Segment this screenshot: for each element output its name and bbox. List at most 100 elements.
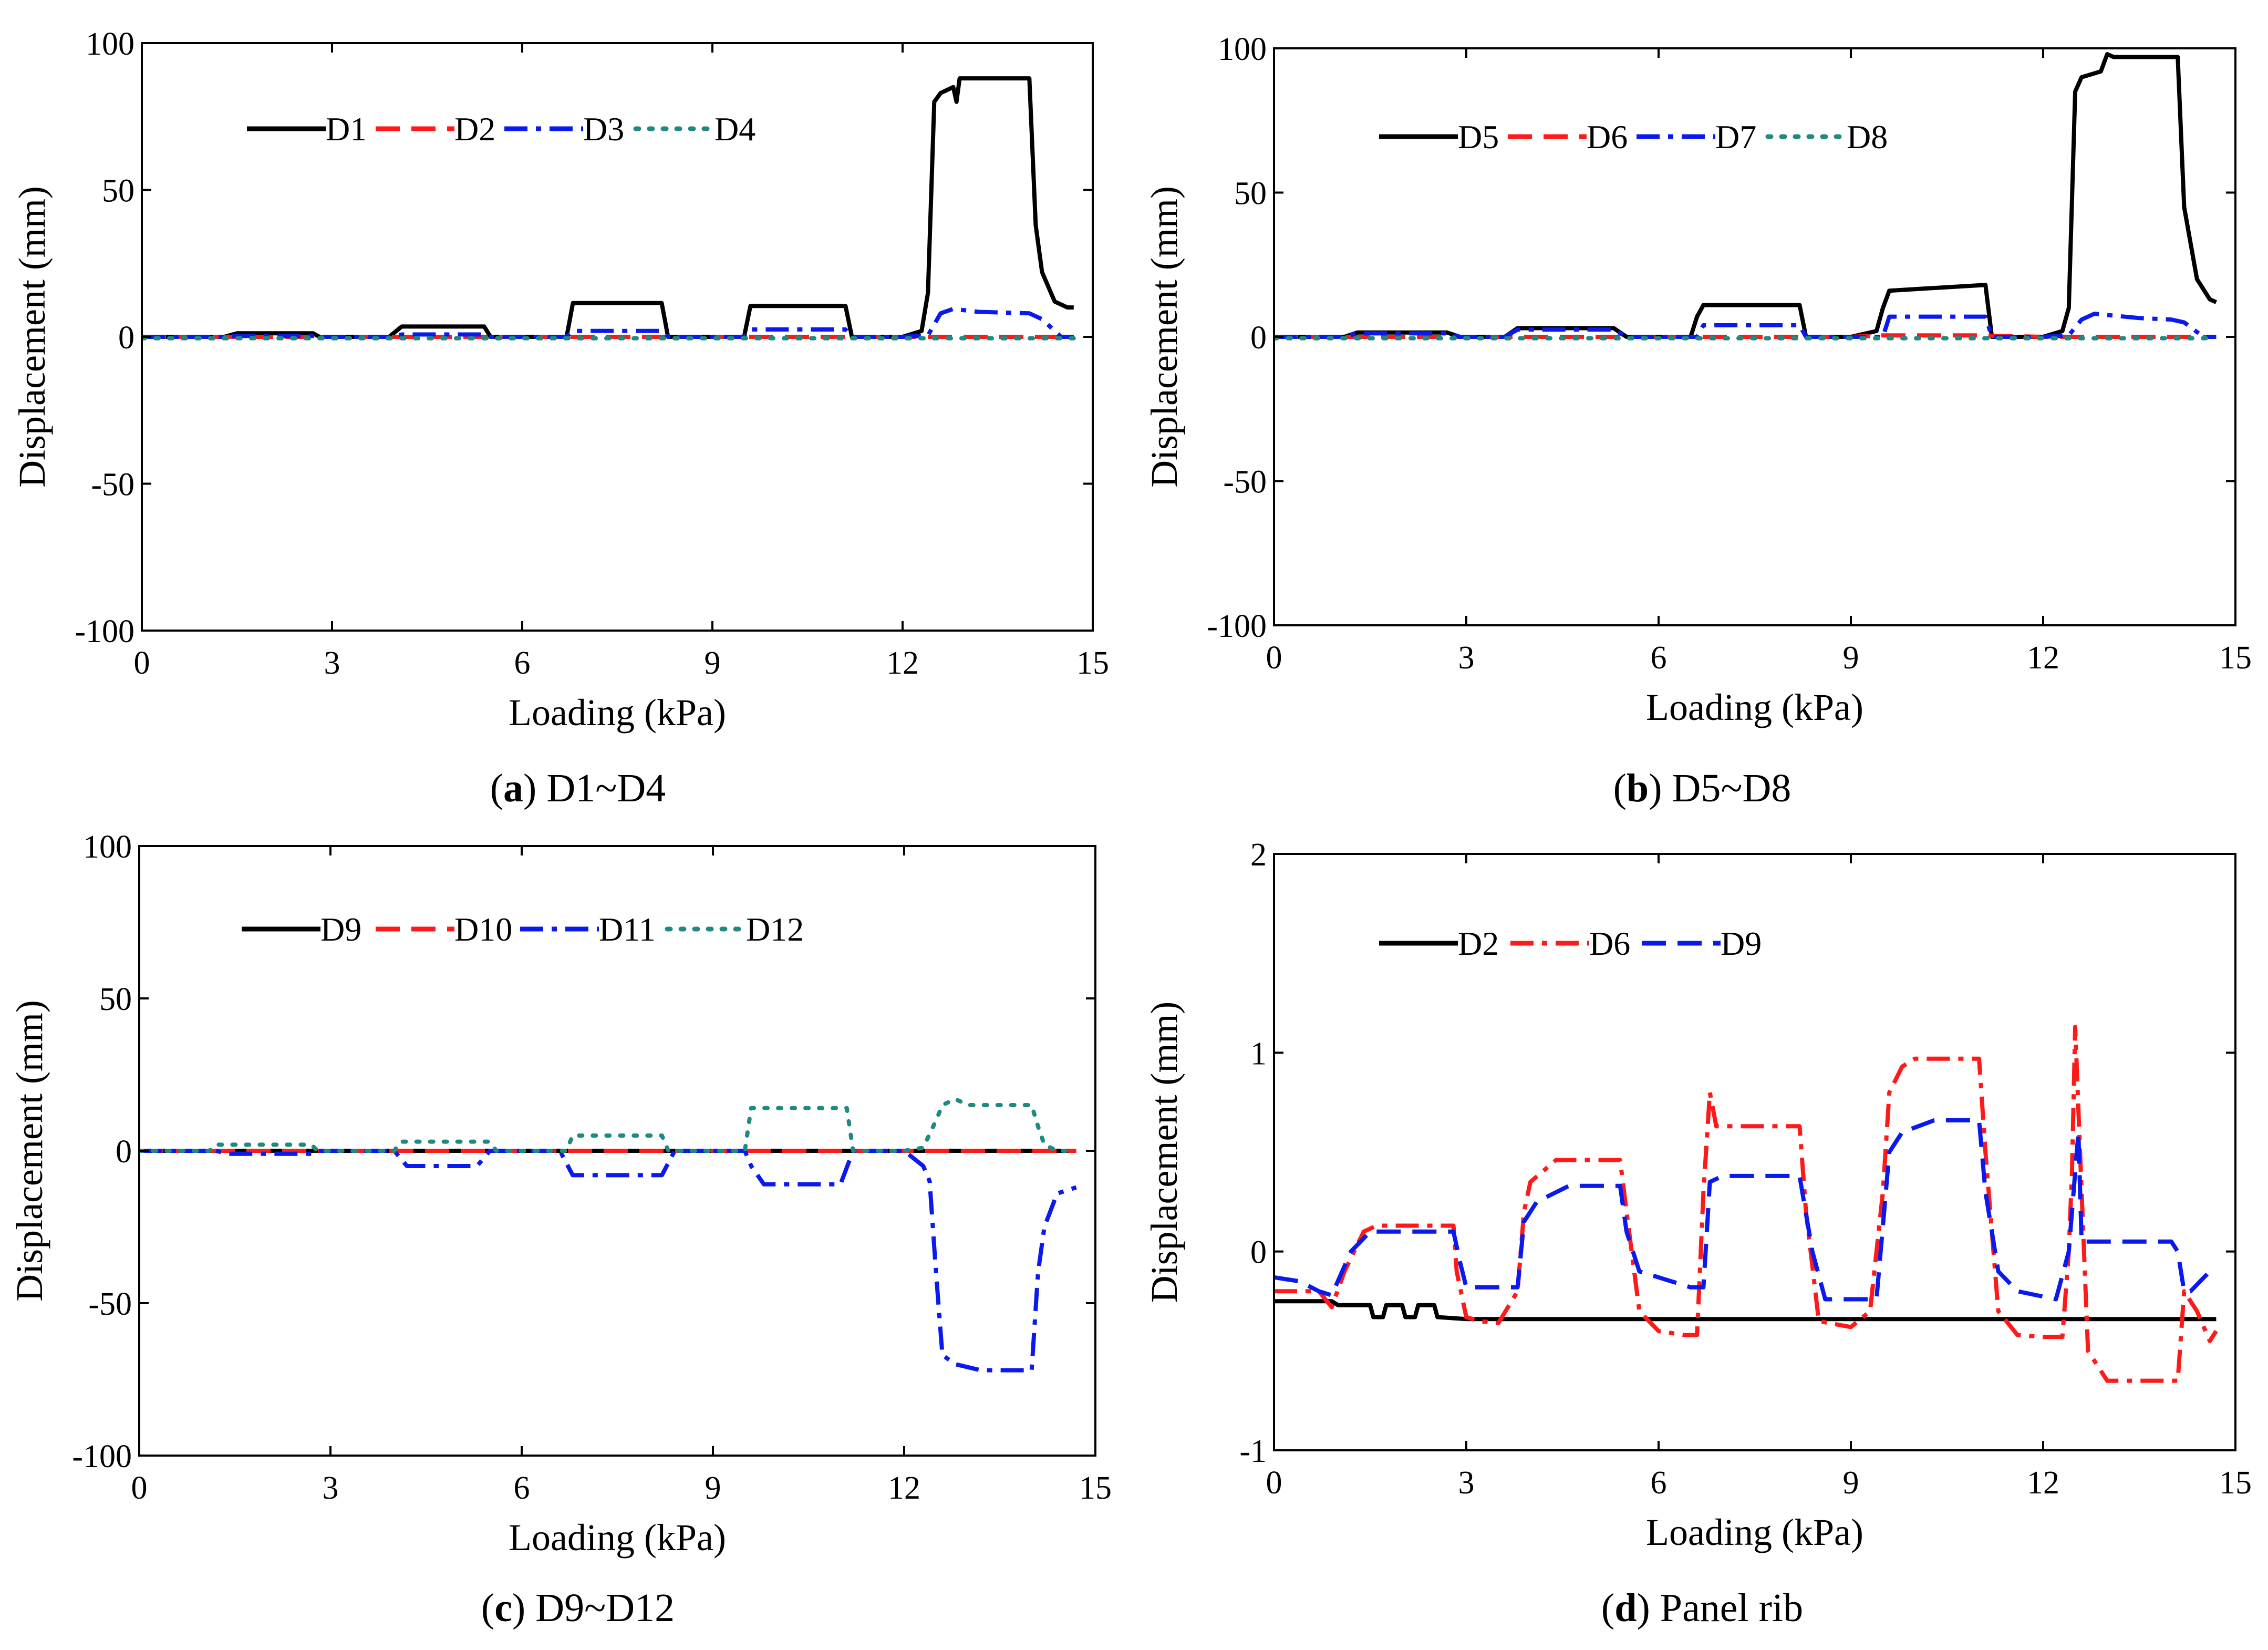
x-tick-label: 3 — [1458, 1465, 1475, 1501]
caption-letter: b — [1627, 766, 1649, 810]
panel-caption: (b) D5~D8 — [1613, 766, 1791, 810]
y-tick-label: -50 — [1223, 465, 1267, 500]
panel-caption: (a) D1~D4 — [490, 766, 666, 810]
caption-letter: c — [494, 1586, 512, 1630]
y-tick-label: 0 — [118, 320, 134, 356]
x-tick-label: 12 — [2027, 640, 2059, 676]
y-axis-title: Displacement (mm) — [1143, 186, 1185, 488]
y-tick-label: 100 — [83, 829, 132, 865]
caption-letter: d — [1614, 1586, 1637, 1630]
legend-label-d6: D6 — [1589, 925, 1630, 962]
x-axis-title: Loading (kPa) — [1646, 1511, 1863, 1553]
x-tick-label: 9 — [1843, 640, 1859, 676]
y-axis-title: Displacement (mm) — [11, 186, 53, 488]
panel-b: 0 3 6 9 12 15 -100 -50 0 50 100 Loading (kPa) Displa… — [1143, 32, 2252, 810]
legend-label-d12: D12 — [746, 911, 804, 948]
panel-c: 0 3 6 9 12 15 -100 -50 0 50 100 Loading (kPa) Displa… — [8, 829, 1112, 1630]
x-tick-label: 15 — [2219, 640, 2252, 676]
x-axis-title: Loading (kPa) — [509, 1517, 726, 1559]
y-tick-label: -50 — [88, 1286, 132, 1322]
legend-label-d9: D9 — [320, 911, 361, 948]
legend-label-d3: D3 — [583, 110, 624, 148]
series-group — [139, 1097, 1079, 1373]
y-axis-title: Displacement (mm) — [1143, 1002, 1185, 1303]
y-tick-label: 2 — [1250, 837, 1267, 873]
series-line-d2 — [1274, 1299, 2217, 1322]
series-line-d5 — [1274, 52, 2218, 339]
x-tick-label: 6 — [1651, 640, 1667, 676]
legend-label-d10: D10 — [454, 911, 512, 948]
x-tick-label: 6 — [514, 1470, 530, 1506]
caption-text: ) D5~D8 — [1649, 766, 1791, 810]
x-tick-label: 3 — [1458, 640, 1475, 676]
y-tick-label: -100 — [72, 1439, 132, 1474]
caption-letter: a — [503, 766, 523, 810]
x-axis-title: Loading (kPa) — [509, 692, 726, 734]
plot-frame — [1273, 853, 2236, 1451]
y-tick-label: 50 — [99, 982, 132, 1017]
legend-label-d8: D8 — [1847, 118, 1888, 156]
y-tick-label: -100 — [75, 614, 134, 649]
legend: D1 D2 D3 D4 — [247, 110, 755, 148]
legend-label-d4: D4 — [714, 110, 755, 148]
series-line-d3 — [142, 306, 1074, 339]
legend-label-d9: D9 — [1721, 925, 1762, 962]
x-tick-label: 3 — [324, 645, 340, 681]
caption-text: ) D1~D4 — [523, 766, 666, 810]
y-tick-label: 50 — [102, 173, 134, 209]
x-tick-label: 15 — [2219, 1465, 2252, 1501]
series-line-d11 — [139, 1149, 1077, 1373]
caption-open-paren: ( — [1613, 766, 1627, 810]
series-line-d12 — [139, 1097, 1079, 1153]
x-tick-label: 15 — [1079, 1470, 1112, 1506]
y-tick-label: 0 — [116, 1134, 132, 1170]
y-tick-label: -100 — [1207, 609, 1267, 644]
x-tick-label: 6 — [514, 645, 531, 681]
caption-open-paren: ( — [490, 766, 503, 810]
series-line-d9 — [1274, 1118, 2212, 1302]
series-line-d6 — [1274, 1025, 2218, 1383]
legend-label-d7: D7 — [1715, 118, 1756, 156]
y-tick-label: 0 — [1250, 1235, 1267, 1271]
series-group — [1274, 52, 2219, 341]
caption-text: ) Panel rib — [1637, 1586, 1804, 1630]
series-line-d7 — [1274, 312, 2217, 339]
legend-label-d2: D2 — [1458, 925, 1499, 962]
y-tick-label: 0 — [1250, 320, 1267, 356]
panel-a: 0 3 6 9 12 15 -100 -50 0 50 100 Loading (kPa) Displa… — [11, 26, 1109, 810]
legend: D9 D10 D11 D12 — [242, 911, 804, 948]
caption-open-paren: ( — [481, 1586, 494, 1630]
x-tick-label: 9 — [705, 645, 721, 681]
legend-label-d1: D1 — [326, 110, 367, 148]
legend-label-d2: D2 — [454, 110, 495, 148]
y-tick-label: 1 — [1250, 1036, 1267, 1071]
legend: D5 D6 D7 D8 — [1379, 118, 1888, 156]
panel-caption: (d) Panel rib — [1601, 1586, 1803, 1630]
legend-label-d6: D6 — [1587, 118, 1628, 156]
y-tick-label: -50 — [91, 467, 134, 503]
x-tick-label: 15 — [1076, 645, 1109, 681]
x-tick-label: 0 — [131, 1470, 148, 1506]
x-tick-label: 12 — [2027, 1465, 2059, 1501]
legend: D2 D6 D9 — [1379, 925, 1762, 962]
caption-text: ) D9~D12 — [512, 1586, 675, 1630]
x-tick-label: 12 — [886, 645, 919, 681]
y-tick-label: 50 — [1234, 176, 1267, 212]
y-axis-title: Displacement (mm) — [8, 1000, 50, 1302]
x-tick-label: 6 — [1651, 1465, 1667, 1501]
series-group — [1274, 1025, 2218, 1383]
x-tick-label: 0 — [1266, 640, 1282, 676]
x-axis-title: Loading (kPa) — [1646, 686, 1863, 728]
x-tick-label: 0 — [1266, 1465, 1282, 1501]
x-tick-label: 12 — [888, 1470, 920, 1506]
x-tick-label: 9 — [705, 1470, 721, 1506]
panel-caption: (c) D9~D12 — [481, 1586, 675, 1630]
y-tick-label: -1 — [1239, 1434, 1267, 1469]
y-tick-label: 100 — [1218, 32, 1267, 67]
x-tick-label: 9 — [1843, 1465, 1859, 1501]
series-group — [142, 76, 1076, 341]
series-line-d6 — [1274, 333, 2217, 339]
x-tick-label: 0 — [134, 645, 150, 681]
